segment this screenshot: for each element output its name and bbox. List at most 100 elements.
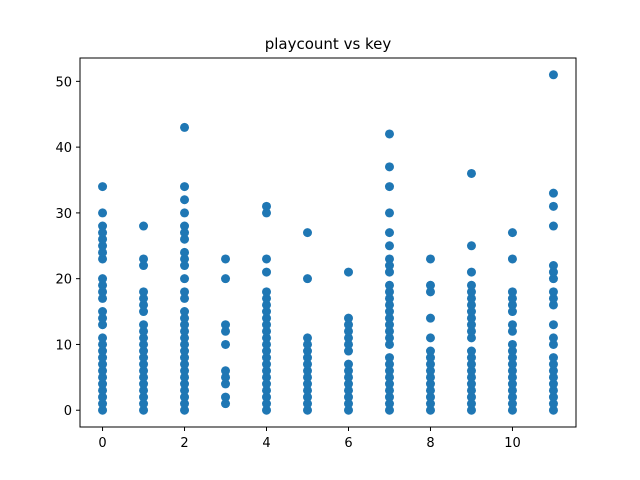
scatter-point	[98, 280, 108, 290]
y-tick-label: 40	[55, 141, 72, 156]
y-tick-label: 20	[55, 273, 72, 288]
scatter-point	[548, 359, 558, 369]
scatter-point	[548, 70, 558, 80]
scatter-point	[466, 353, 476, 363]
scatter-point	[384, 228, 394, 238]
scatter-point	[384, 379, 394, 389]
scatter-point	[180, 339, 190, 349]
scatter-point	[507, 392, 517, 402]
scatter-point	[180, 346, 190, 356]
scatter-point	[507, 300, 517, 310]
scatter-point	[180, 326, 190, 336]
scatter-point	[98, 379, 108, 389]
scatter-point	[262, 392, 272, 402]
y-axis: 0 10 20 30 40 50	[55, 75, 80, 419]
scatter-point	[466, 372, 476, 382]
scatter-point	[221, 392, 231, 402]
scatter-point	[384, 366, 394, 376]
scatter-point	[98, 366, 108, 376]
scatter-point	[425, 399, 435, 409]
scatter-point	[548, 399, 558, 409]
scatter-point	[548, 339, 558, 349]
scatter-point	[466, 392, 476, 402]
scatter-point	[180, 307, 190, 317]
scatter-point	[303, 385, 312, 395]
scatter-point	[180, 359, 190, 369]
scatter-point	[466, 359, 476, 369]
scatter-point	[98, 339, 108, 349]
scatter-point	[98, 221, 108, 231]
scatter-point	[221, 372, 231, 382]
scatter-point	[180, 122, 190, 132]
scatter-point	[180, 353, 190, 363]
scatter-point	[548, 392, 558, 402]
scatter-point	[139, 366, 149, 376]
scatter-point	[139, 372, 149, 382]
scatter-point	[262, 405, 272, 415]
scatter-point	[180, 182, 190, 192]
scatter-point	[466, 366, 476, 376]
scatter-point	[384, 208, 394, 218]
scatter-point	[425, 287, 435, 297]
scatter-point	[507, 346, 517, 356]
scatter-point	[262, 208, 272, 218]
scatter-point	[303, 228, 312, 238]
scatter-point	[221, 366, 231, 376]
scatter-point	[180, 399, 190, 409]
scatter-point	[507, 339, 517, 349]
scatter-point	[384, 392, 394, 402]
scatter-point	[344, 366, 353, 376]
scatter-point	[425, 346, 435, 356]
scatter-point	[139, 221, 149, 231]
scatter-point	[548, 333, 558, 343]
scatter-point	[221, 399, 231, 409]
scatter-point	[262, 353, 272, 363]
scatter-point	[548, 353, 558, 363]
scatter-point	[180, 247, 190, 257]
scatter-point	[548, 405, 558, 415]
scatter-point	[98, 247, 108, 257]
scatter-point	[98, 234, 108, 244]
scatter-point	[262, 293, 272, 303]
scatter-point	[180, 333, 190, 343]
scatter-point	[384, 267, 394, 277]
scatter-point	[384, 326, 394, 336]
scatter-point	[384, 405, 394, 415]
scatter-point	[180, 234, 190, 244]
scatter-point	[98, 320, 108, 330]
scatter-point	[466, 307, 476, 317]
scatter-point	[180, 221, 190, 231]
scatter-point	[344, 313, 353, 323]
plot-frame	[79, 57, 577, 428]
scatter-point	[180, 379, 190, 389]
scatter-point	[180, 274, 190, 284]
scatter-point	[303, 333, 312, 343]
scatter-point	[466, 346, 476, 356]
scatter-point	[384, 241, 394, 251]
scatter-point	[384, 313, 394, 323]
scatter-point	[303, 274, 312, 284]
x-tick-label: 8	[426, 436, 434, 451]
scatter-point	[262, 326, 272, 336]
scatter-point	[548, 320, 558, 330]
scatter-point	[262, 339, 272, 349]
scatter-point	[98, 182, 108, 192]
scatter-point	[180, 385, 190, 395]
scatter-points	[98, 70, 558, 415]
scatter-point	[139, 333, 149, 343]
scatter-point	[139, 399, 149, 409]
scatter-point	[98, 307, 108, 317]
chart-title: playcount vs key	[265, 35, 392, 53]
x-tick-label: 0	[98, 436, 106, 451]
scatter-point	[303, 405, 312, 415]
scatter-point	[180, 372, 190, 382]
scatter-point	[303, 366, 312, 376]
scatter-point	[262, 307, 272, 317]
scatter-point	[221, 254, 231, 264]
scatter-point	[548, 372, 558, 382]
scatter-point	[507, 320, 517, 330]
scatter-point	[98, 241, 108, 251]
scatter-point	[139, 379, 149, 389]
x-axis: 0 2 4 6 8 10	[98, 427, 521, 451]
scatter-point	[262, 201, 272, 211]
